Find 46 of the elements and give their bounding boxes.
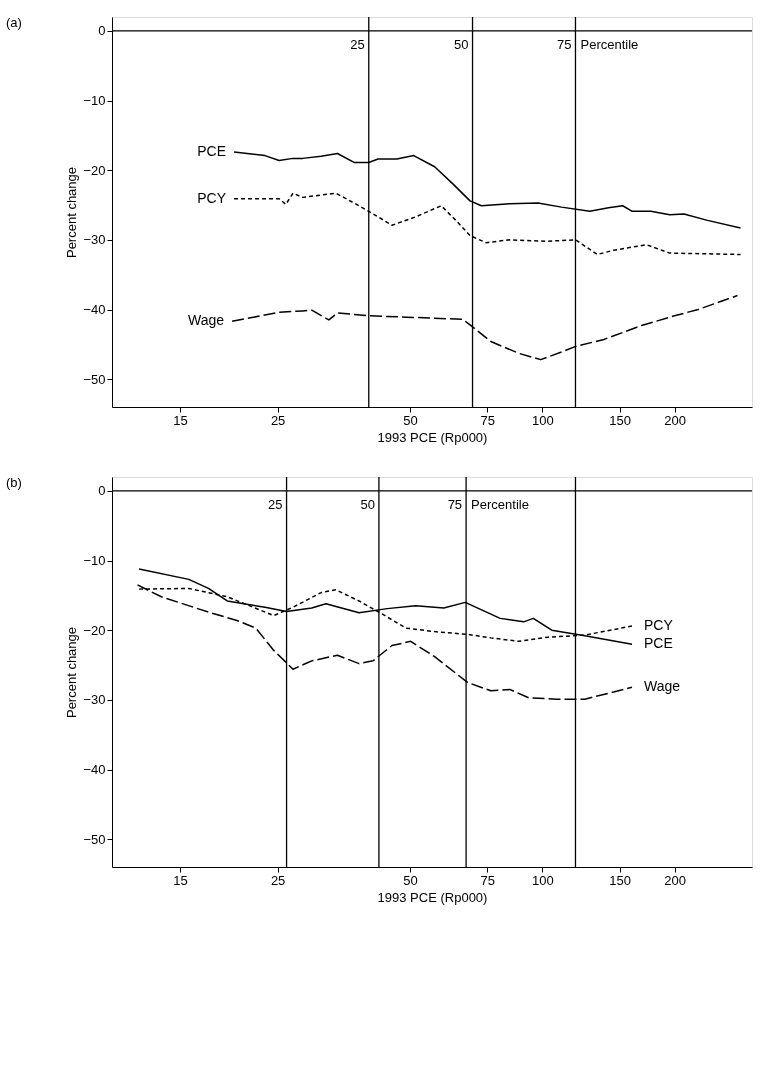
annotation: 25 <box>268 496 283 512</box>
x-tick-label: 75 <box>480 412 496 428</box>
y-tick-label: 0 <box>98 23 106 39</box>
x-tick-label: 25 <box>270 872 286 888</box>
x-tick-label: 50 <box>403 872 418 888</box>
x-tick-label: 100 <box>531 412 554 428</box>
series-label: Wage <box>643 678 681 695</box>
x-tick-label: 150 <box>609 872 632 888</box>
x-tick-label: 150 <box>609 412 632 428</box>
annotation: 50 <box>360 496 375 512</box>
annotation: Percentile <box>580 36 639 52</box>
y-tick-label: −40 <box>83 302 106 317</box>
x-tick-label: 25 <box>270 412 286 428</box>
x-axis-title: 1993 PCE (Rp000) <box>377 889 488 905</box>
series-label: PCY <box>643 617 674 634</box>
y-tick-label: −50 <box>83 371 106 387</box>
series-label: PCY <box>197 189 227 206</box>
x-tick-label: 200 <box>664 412 686 428</box>
y-axis-title: Percent change <box>64 626 80 719</box>
x-axis-title: 1993 PCE (Rp000) <box>377 429 488 445</box>
chart-title: (b) <box>5 475 22 491</box>
y-tick-label: −30 <box>83 232 106 248</box>
series-label: PCE <box>643 635 673 652</box>
chart-title: (a) <box>5 15 22 31</box>
y-tick-label: −10 <box>83 93 106 109</box>
series-label: Wage <box>188 312 225 329</box>
x-tick-label: 200 <box>664 872 686 888</box>
x-tick-label: 15 <box>173 872 188 888</box>
y-axis-title: Percent change <box>64 166 80 259</box>
annotation: 50 <box>454 36 469 52</box>
annotation: 25 <box>350 36 365 52</box>
y-tick-label: −50 <box>83 831 106 847</box>
y-tick-label: −20 <box>83 622 106 638</box>
x-tick-label: 15 <box>173 412 188 428</box>
y-tick-label: −10 <box>83 553 106 569</box>
x-tick-label: 75 <box>480 872 496 888</box>
annotation: 75 <box>557 36 572 52</box>
annotation: 75 <box>447 496 463 512</box>
x-tick-label: 100 <box>531 872 554 888</box>
series-label: PCE <box>197 143 227 160</box>
y-tick-label: −40 <box>83 762 106 777</box>
y-tick-label: −30 <box>83 692 106 708</box>
x-tick-label: 50 <box>403 412 418 428</box>
y-tick-label: −20 <box>83 162 106 178</box>
annotation: Percentile <box>471 496 529 512</box>
y-tick-label: 0 <box>98 483 106 499</box>
